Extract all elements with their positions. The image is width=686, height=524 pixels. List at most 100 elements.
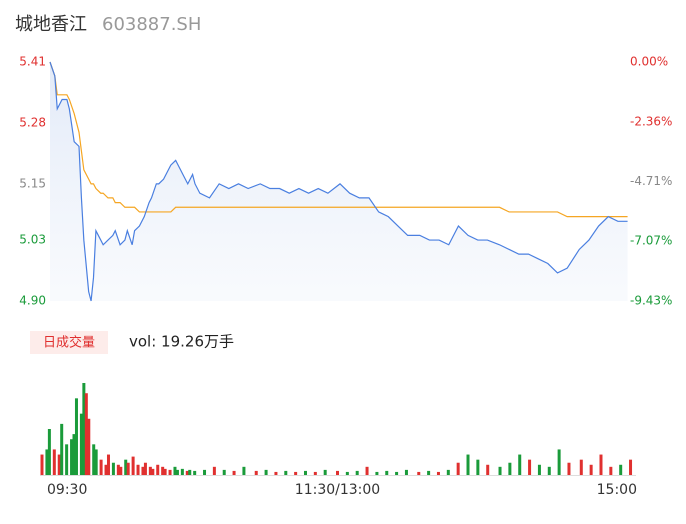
volume-bar — [52, 449, 56, 475]
volume-bar — [589, 464, 593, 475]
volume-tab-label[interactable]: 日成交量 — [43, 335, 95, 351]
volume-bar — [148, 466, 152, 475]
volume-bar — [508, 462, 512, 475]
volume-bar — [486, 464, 490, 475]
volume-bar — [111, 462, 115, 475]
volume-bar — [82, 383, 86, 475]
volume-bar — [60, 423, 64, 475]
volume-bar — [274, 471, 278, 475]
volume-bar — [57, 454, 61, 475]
volume-bar — [126, 462, 130, 475]
volume-bar — [168, 469, 172, 475]
volume-bar — [70, 439, 74, 475]
y-tick-label: 5.41 — [19, 55, 46, 69]
volume-bar — [185, 470, 189, 475]
y-tick-label: 5.28 — [19, 115, 46, 129]
volume-bar — [131, 456, 135, 475]
volume-bar — [222, 469, 226, 475]
y2-tick-label: -7.07% — [630, 234, 672, 248]
volume-bar — [156, 464, 160, 475]
volume-bar — [619, 464, 623, 475]
volume-bar — [294, 471, 298, 475]
volume-bar — [375, 471, 379, 475]
volume-bar — [476, 459, 480, 475]
volume-bar — [609, 466, 613, 475]
volume-bar — [65, 444, 69, 475]
volume-bar — [385, 470, 389, 475]
volume-bar — [151, 468, 155, 475]
volume-bar — [47, 429, 51, 475]
volume-bar — [94, 449, 98, 475]
x-tick-label: 09:30 — [47, 482, 87, 498]
y-tick-label: 5.03 — [19, 233, 46, 247]
y-tick-label: 5.15 — [19, 176, 46, 190]
volume-bar — [173, 466, 177, 475]
volume-bar — [404, 469, 408, 475]
volume-bar — [116, 464, 120, 475]
volume-tab[interactable] — [30, 331, 108, 354]
volume-bar — [136, 464, 140, 475]
y2-tick-label: -2.36% — [630, 114, 672, 128]
x-tick-label: 11:30/13:00 — [295, 482, 380, 498]
volume-bar — [106, 454, 110, 475]
volume-bar — [232, 470, 236, 475]
volume-bar — [212, 466, 216, 475]
volume-bar — [427, 470, 431, 475]
volume-bar — [92, 444, 96, 475]
volume-bar — [518, 454, 522, 475]
stock-code: 603887.SH — [102, 14, 201, 35]
volume-bar — [119, 466, 123, 475]
volume-bar — [284, 470, 288, 475]
volume-bar — [498, 466, 502, 475]
volume-bar — [336, 470, 339, 475]
volume-bar — [395, 471, 399, 475]
volume-bar — [124, 459, 128, 475]
volume-bar — [599, 454, 603, 475]
volume-bar — [456, 462, 460, 475]
volume-bar — [74, 398, 78, 475]
volume-bar — [242, 466, 246, 475]
volume-bar — [313, 471, 317, 475]
volume-bar — [84, 393, 88, 475]
volume-bar — [175, 469, 179, 475]
volume-bar — [99, 459, 103, 475]
volume-bar — [254, 470, 258, 475]
x-tick-label: 15:00 — [597, 482, 637, 498]
volume-bar — [528, 459, 532, 475]
volume-bar — [365, 466, 369, 475]
volume-bar — [180, 468, 184, 475]
volume-bar — [188, 469, 192, 475]
volume-summary: vol: 19.26万手 — [129, 333, 234, 351]
y2-tick-label: -4.71% — [630, 174, 672, 188]
price-area — [50, 62, 628, 301]
volume-bar — [417, 471, 421, 475]
volume-bar — [163, 468, 167, 475]
volume-bar — [537, 464, 541, 475]
volume-bar — [345, 471, 349, 475]
y2-tick-label: 0.00% — [630, 55, 668, 69]
volume-bar — [264, 469, 268, 475]
volume-bar — [141, 466, 145, 475]
volume-bar — [466, 454, 470, 475]
volume-bar — [579, 459, 583, 475]
volume-bar — [303, 470, 307, 475]
volume-bar — [203, 469, 207, 475]
volume-bar — [104, 464, 108, 475]
volume-bar — [446, 469, 450, 475]
volume-bar — [45, 449, 49, 475]
volume-bar — [72, 434, 76, 475]
y2-tick-label: -9.43% — [630, 294, 672, 308]
average-line — [49, 61, 628, 218]
price-line — [49, 61, 628, 302]
volume-bar — [436, 471, 440, 475]
volume-bar — [547, 466, 551, 475]
volume-bar — [143, 462, 147, 475]
volume-bar — [161, 466, 165, 475]
volume-bar — [557, 449, 561, 475]
volume-bar — [193, 470, 197, 475]
volume-bar — [355, 470, 359, 475]
volume-bar — [567, 462, 571, 475]
volume-bar — [79, 413, 83, 475]
stock-name: 城地香江 — [15, 14, 87, 35]
